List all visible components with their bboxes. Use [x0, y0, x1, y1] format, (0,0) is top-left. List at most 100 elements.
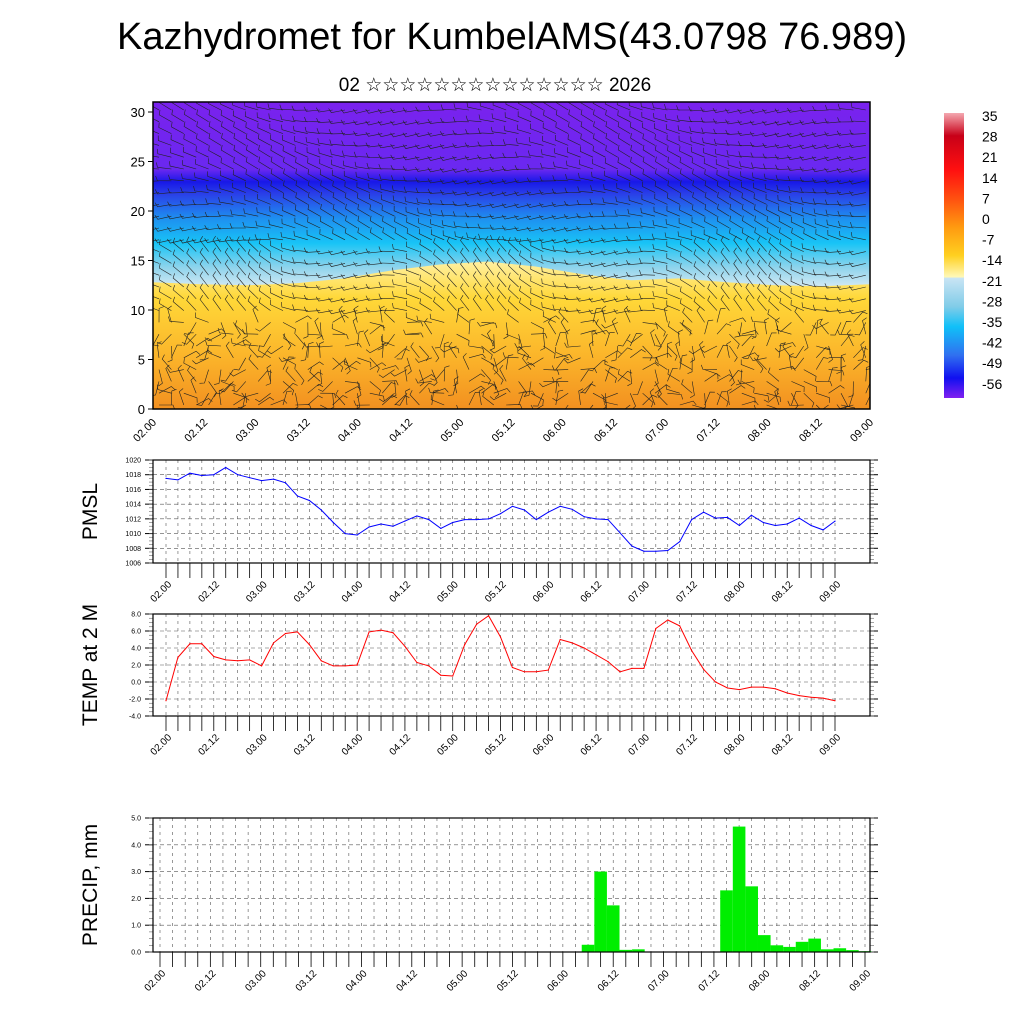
wind-barb [402, 144, 420, 149]
wind-barb [453, 116, 470, 123]
wind-barb [208, 109, 222, 123]
wind-barb [720, 259, 730, 276]
wind-barb [179, 200, 197, 206]
wind-barb [540, 162, 556, 170]
wind-barb [688, 345, 705, 355]
wind-barb [850, 116, 866, 123]
wind-barb [255, 102, 271, 111]
wind-barb [466, 232, 482, 241]
wind-barb [518, 390, 536, 396]
temp-point [750, 686, 752, 688]
wind-barb [489, 153, 507, 159]
wind-barb [778, 216, 792, 229]
y-tick-label: 25 [131, 155, 145, 170]
temp-point [547, 669, 549, 671]
wind-barb [601, 305, 607, 323]
wind-barb [651, 233, 668, 241]
wind-barb [679, 322, 692, 336]
wind-barb [836, 284, 854, 290]
wind-barb [508, 296, 519, 311]
wind-barb [157, 135, 172, 146]
wind-barb [754, 215, 767, 229]
wind-barb [506, 333, 520, 345]
wind-barb [220, 381, 235, 392]
x-tick-label: 07.12 [695, 417, 723, 445]
y-tick-label: -2.0 [129, 697, 141, 704]
wind-barb [460, 283, 470, 299]
wind-barb [552, 175, 569, 182]
wind-barb [319, 229, 333, 241]
x-tick-label: 08.00 [746, 417, 774, 445]
wind-barb [415, 106, 432, 112]
wind-barb [315, 261, 333, 267]
wind-barb [154, 227, 172, 232]
precip-bar [606, 905, 620, 952]
wind-barb [196, 109, 209, 123]
wind-barb [532, 393, 544, 407]
wind-barb [801, 290, 817, 300]
wind-barb [543, 315, 560, 323]
x-tick-label: 07.12 [674, 579, 700, 605]
wind-barb [816, 392, 830, 403]
y-tick-label: 5.0 [131, 816, 141, 823]
wind-barb [716, 374, 734, 382]
wind-barb [281, 242, 296, 252]
wind-barb [679, 298, 693, 311]
wind-barb [716, 169, 730, 182]
wind-barb [199, 283, 209, 299]
wind-barb [507, 309, 519, 323]
wind-barb [415, 119, 432, 125]
wind-barb [307, 342, 314, 358]
wind-barb [774, 132, 792, 138]
wind-barb [689, 381, 695, 398]
wind-barb [446, 260, 457, 276]
wind-barb [844, 393, 854, 408]
wind-barb [825, 104, 842, 111]
wind-barb [692, 192, 705, 205]
wind-barb [518, 362, 536, 370]
wind-barb [504, 112, 519, 123]
wind-barb [720, 283, 730, 299]
wind-barb [580, 133, 594, 146]
wind-barb [799, 132, 817, 138]
wind-barb [565, 329, 571, 347]
wind-barb [737, 379, 755, 385]
wind-barb [468, 353, 486, 359]
wind-barb [153, 381, 160, 396]
wind-barb [292, 115, 308, 123]
wind-barb [212, 247, 222, 264]
precip-bar [581, 944, 595, 952]
wind-barb [790, 206, 804, 217]
wind-barb [490, 357, 507, 367]
wind-barb [403, 186, 420, 193]
x-tick-label: 08.12 [797, 417, 825, 445]
wind-barb [464, 155, 482, 161]
wind-barb [530, 252, 544, 264]
x-tick-label: 04.00 [336, 417, 364, 445]
wind-barb [283, 156, 296, 170]
wind-barb [317, 138, 333, 146]
wind-barb [320, 404, 329, 409]
wind-barb [477, 223, 494, 229]
wind-barb [716, 228, 730, 241]
temp-point [762, 686, 764, 688]
wind-barb [156, 162, 172, 170]
wind-barb [440, 117, 457, 123]
wind-barb [666, 241, 680, 252]
wind-barb [342, 160, 358, 170]
wind-barb [419, 369, 425, 387]
wind-barb [515, 151, 532, 158]
temp-point [786, 692, 788, 694]
x-tick-label: 09.00 [818, 732, 844, 758]
wind-barb [778, 342, 786, 358]
wind-barb [653, 112, 668, 123]
wind-barb [282, 322, 296, 334]
wind-barb [703, 147, 718, 158]
wind-barb [477, 141, 494, 147]
wind-barb [667, 145, 680, 158]
wind-barb [419, 374, 436, 382]
wind-barb [282, 134, 296, 146]
wind-barb [745, 247, 755, 264]
x-tick-label: 05.12 [483, 732, 509, 758]
wind-barb [762, 143, 780, 148]
